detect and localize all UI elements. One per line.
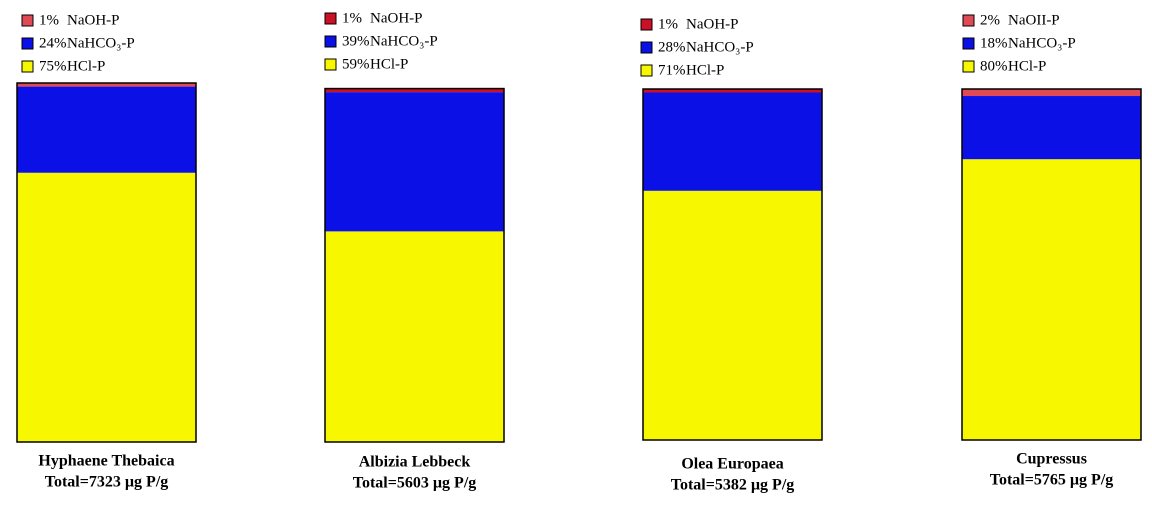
bar-outline bbox=[961, 88, 1142, 441]
legend-label: NaOH-P bbox=[67, 12, 120, 28]
legend-label: NaOH-P bbox=[370, 10, 423, 26]
legend-value-label: 1% bbox=[342, 10, 362, 26]
bar-segment bbox=[643, 190, 822, 440]
legend-label: HCl-P bbox=[67, 58, 105, 74]
legend-swatch bbox=[324, 58, 337, 71]
legend-swatch bbox=[640, 18, 653, 31]
chart-subtitle: Total=5382 µg P/g bbox=[671, 477, 795, 494]
legend-value-label: 75% bbox=[39, 58, 67, 74]
legend-label: NaHCO₃-P bbox=[686, 39, 754, 55]
bar-segment bbox=[325, 88, 504, 93]
legend-value-label: 18% bbox=[980, 35, 1008, 51]
legend-swatch bbox=[962, 37, 975, 50]
legend-swatch bbox=[962, 14, 975, 27]
bar-outline bbox=[16, 82, 197, 443]
legend-value-label: 24% bbox=[39, 35, 67, 51]
legend-swatch bbox=[21, 37, 34, 50]
legend-label: NaOII-P bbox=[1008, 12, 1060, 28]
legend-swatch bbox=[640, 41, 653, 54]
chart-subtitle: Total=7323 µg P/g bbox=[45, 474, 169, 491]
chart-subtitle: Total=5765 µg P/g bbox=[990, 472, 1114, 489]
legend-label: NaHCO₃-P bbox=[67, 35, 135, 51]
legend-swatch bbox=[962, 60, 975, 73]
legend-value-label: 28% bbox=[658, 39, 686, 55]
legend-label: NaHCO₃-P bbox=[1008, 35, 1076, 51]
legend-value-label: 80% bbox=[980, 58, 1008, 74]
legend-swatch bbox=[640, 64, 653, 77]
legend-label: NaHCO₃-P bbox=[370, 33, 438, 49]
bar-segment bbox=[17, 83, 196, 87]
legend-value-label: 1% bbox=[658, 16, 678, 32]
bar-segment bbox=[325, 92, 504, 232]
bar-segment bbox=[962, 96, 1141, 160]
legend-swatch bbox=[21, 14, 34, 27]
legend-swatch bbox=[324, 35, 337, 48]
legend-value-label: 1% bbox=[39, 12, 59, 28]
legend-value-label: 59% bbox=[342, 56, 370, 72]
legend-swatch bbox=[324, 12, 337, 25]
chart-title: Olea Europaea bbox=[681, 456, 783, 473]
legend-value-label: 2% bbox=[980, 12, 1000, 28]
legend-label: HCl-P bbox=[686, 62, 724, 78]
bar-segment bbox=[17, 86, 196, 173]
legend-swatch bbox=[21, 60, 34, 73]
bar-outline bbox=[642, 88, 823, 441]
chart-title: Hyphaene Thebaica bbox=[38, 453, 174, 470]
bar-segment bbox=[962, 159, 1141, 440]
legend-label: HCl-P bbox=[370, 56, 408, 72]
legend-value-label: 39% bbox=[342, 33, 370, 49]
bar-segment bbox=[17, 172, 196, 442]
chart-title: Albizia Lebbeck bbox=[359, 454, 471, 471]
legend-value-label: 71% bbox=[658, 62, 686, 78]
bar-segment bbox=[643, 89, 822, 93]
bar-segment bbox=[325, 231, 504, 442]
legend-label: NaOH-P bbox=[686, 16, 739, 32]
bar-segment bbox=[643, 92, 822, 191]
chart-subtitle: Total=5603 µg P/g bbox=[353, 475, 477, 492]
bar-outline bbox=[324, 87, 505, 443]
bar-segment bbox=[962, 89, 1141, 97]
legend-label: HCl-P bbox=[1008, 58, 1046, 74]
chart-title: Cupressus bbox=[1016, 451, 1087, 468]
